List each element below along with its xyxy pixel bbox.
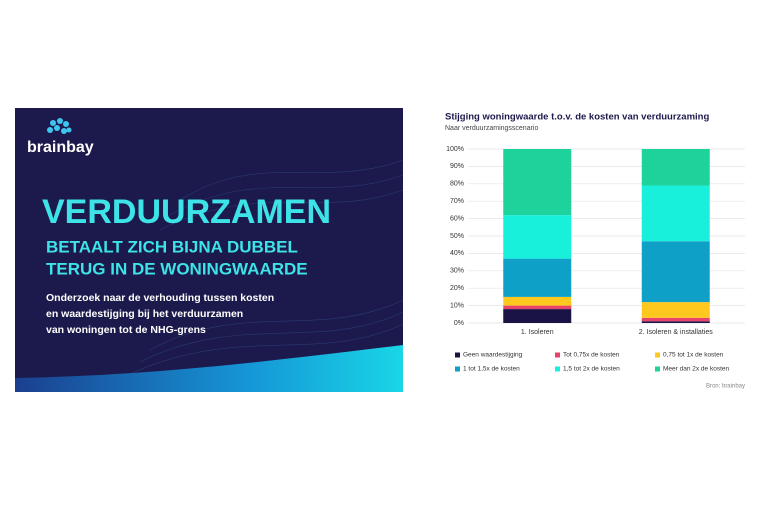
chart-subtitle: Naar verduurzamingsscenario — [445, 125, 538, 132]
body-line: en waardestijging bij het verduurzamen — [46, 308, 243, 320]
bar-segment — [641, 317, 710, 322]
bar-segment — [503, 258, 572, 297]
legend-swatch — [555, 352, 560, 358]
legend-label: Meer dan 2x de kosten — [663, 366, 730, 373]
banner-strip — [15, 345, 403, 392]
legend-label: 1,5 tot 2x de kosten — [563, 366, 620, 373]
subheadline: BETAALT ZICH BIJNA DUBBEL — [46, 237, 298, 256]
bar-segment — [503, 215, 572, 259]
bar-segment — [641, 321, 710, 323]
bar-segment — [503, 305, 572, 310]
y-tick-label: 70% — [450, 198, 464, 205]
y-tick-label: 90% — [450, 163, 464, 170]
body-line: van woningen tot de NHG-grens — [46, 324, 206, 336]
y-tick-label: 10% — [450, 302, 464, 309]
legend-swatch — [655, 352, 660, 358]
x-tick-label: 2. Isoleren & installaties — [639, 329, 713, 336]
bar-segment — [641, 149, 710, 186]
bar-segment — [503, 309, 572, 323]
body-line: Onderzoek naar de verhouding tussen kost… — [46, 292, 274, 304]
banner: brainbay VERDUURZAMEN BETAALT ZICH BIJNA… — [15, 108, 404, 392]
banner-waves — [129, 159, 404, 375]
y-tick-label: 80% — [450, 181, 464, 188]
y-tick-label: 30% — [450, 268, 464, 275]
legend-label: 1 tot 1,5x de kosten — [463, 366, 520, 373]
brand-name: brainbay — [27, 139, 94, 156]
y-tick-label: 0% — [454, 320, 464, 327]
bar-segment — [641, 302, 710, 318]
y-tick-label: 40% — [450, 250, 464, 257]
legend-label: Geen waardestijging — [463, 352, 523, 359]
y-tick-label: 20% — [450, 285, 464, 292]
banner-bg — [15, 108, 403, 392]
y-tick-label: 60% — [450, 215, 464, 222]
y-tick-label: 50% — [450, 233, 464, 240]
legend-swatch — [655, 366, 660, 372]
bar-segment — [503, 149, 572, 216]
y-tick-label: 100% — [446, 146, 464, 153]
brand-logo — [47, 118, 72, 134]
bar-segment — [641, 241, 710, 303]
subheadline: TERUG IN DE WONINGWAARDE — [46, 259, 308, 278]
headline: VERDUURZAMEN — [42, 193, 331, 231]
legend-label: 0,75 tot 1x de kosten — [663, 352, 724, 359]
legend-swatch — [455, 352, 460, 358]
legend-swatch — [455, 366, 460, 372]
legend-label: Tot 0,75x de kosten — [563, 352, 620, 359]
legend-swatch — [555, 366, 560, 372]
x-tick-label: 1. Isoleren — [521, 329, 554, 336]
chart-source: Bron: brainbay — [706, 384, 745, 390]
bar-segment — [503, 296, 572, 306]
chart-title: Stijging woningwaarde t.o.v. de kosten v… — [445, 112, 709, 123]
bar-segment — [641, 185, 710, 242]
